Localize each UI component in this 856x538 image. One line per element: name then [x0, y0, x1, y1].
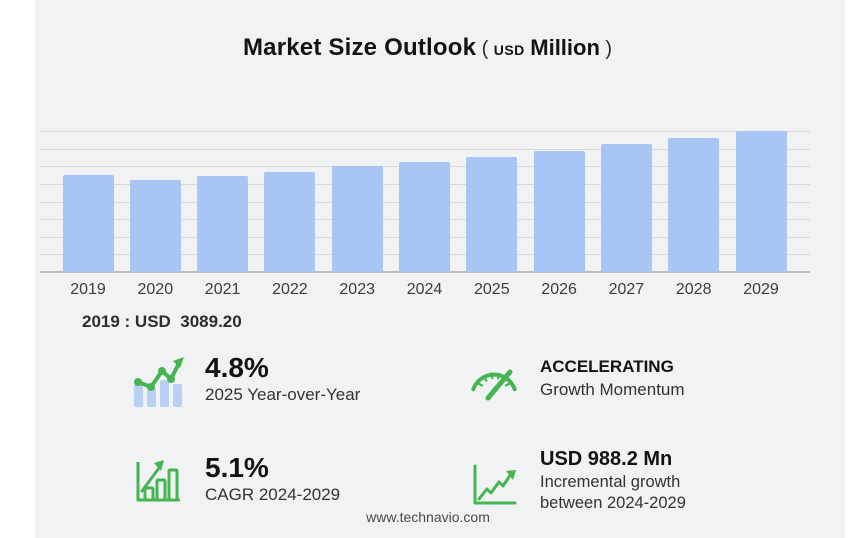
stat-headline: 4.8% — [205, 352, 269, 383]
bar-2029 — [735, 131, 787, 272]
bar-2022 — [264, 172, 316, 272]
title-text: Market Size Outlook — [242, 34, 477, 61]
gauge-icon — [468, 357, 520, 403]
stat-sub: CAGR 2024-2029 — [205, 485, 341, 504]
x-tick-label: 2025 — [474, 281, 510, 298]
title-currency: USD — [493, 42, 525, 58]
bar-2020 — [129, 180, 181, 272]
first-year-value-label: 2019 : USD 3089.20 — [82, 312, 242, 331]
gridline — [40, 131, 810, 132]
x-tick-label: 2027 — [608, 281, 645, 298]
x-tick-label: 2026 — [541, 281, 577, 298]
stat-sub: Incremental growth between 2024-2029 — [540, 473, 686, 512]
bar-2025 — [466, 157, 518, 272]
stat-cagr: 5.1% CAGR 2024-2029 — [131, 447, 468, 514]
x-tick-label: 2019 — [70, 281, 106, 298]
bar-2021 — [197, 176, 249, 272]
x-tick-label: 2022 — [272, 281, 308, 298]
bar-chart: 2019 2020 2021 2022 2023 2024 2025 2026 2027 2028… — [40, 131, 810, 298]
x-tick-label: 2029 — [743, 281, 779, 298]
stat-headline: ACCELERATING — [540, 357, 674, 376]
website-url: www.technavio.com — [366, 509, 490, 525]
x-tick-label: 2024 — [406, 281, 443, 298]
page-title: Market Size Outlook ( USD Million ) — [0, 34, 856, 62]
bar-growth-icon — [131, 453, 185, 507]
x-tick-label: 2020 — [137, 281, 174, 298]
gridline — [40, 148, 810, 150]
stats-grid: 4.8% 2025 Year-over-Year — [131, 347, 798, 514]
x-tick-label: 2028 — [675, 281, 712, 298]
bar-2019 — [62, 175, 114, 272]
trend-bars-icon — [131, 355, 185, 407]
bar-2027 — [600, 144, 652, 272]
title-paren-open: ( — [481, 38, 489, 60]
plot-area: 2019 2020 2021 2022 2023 2024 2025 2026 2027 2028… — [40, 131, 810, 298]
stat-sub: Growth Momentum — [540, 380, 685, 399]
x-tick-label: 2021 — [204, 281, 241, 298]
stat-growth-momentum: ACCELERATING Growth Momentum — [468, 347, 798, 447]
stat-year-over-year: 4.8% 2025 Year-over-Year — [131, 347, 468, 447]
bar-2026 — [533, 151, 585, 272]
x-tick-label: 2023 — [339, 281, 375, 298]
title-unit: Million — [530, 35, 600, 60]
stat-incremental-growth: USD 988.2 Mn Incremental growth between … — [468, 447, 798, 514]
stat-headline: USD 988.2 Mn — [540, 448, 673, 470]
stat-headline: 5.1% — [205, 452, 269, 483]
title-paren-close: ) — [605, 38, 613, 60]
stat-sub: 2025 Year-over-Year — [205, 385, 361, 404]
x-axis-line — [40, 271, 810, 273]
line-growth-icon — [468, 457, 520, 509]
bar-2028 — [668, 138, 720, 272]
bar-2023 — [331, 166, 383, 272]
bar-2024 — [399, 162, 450, 272]
